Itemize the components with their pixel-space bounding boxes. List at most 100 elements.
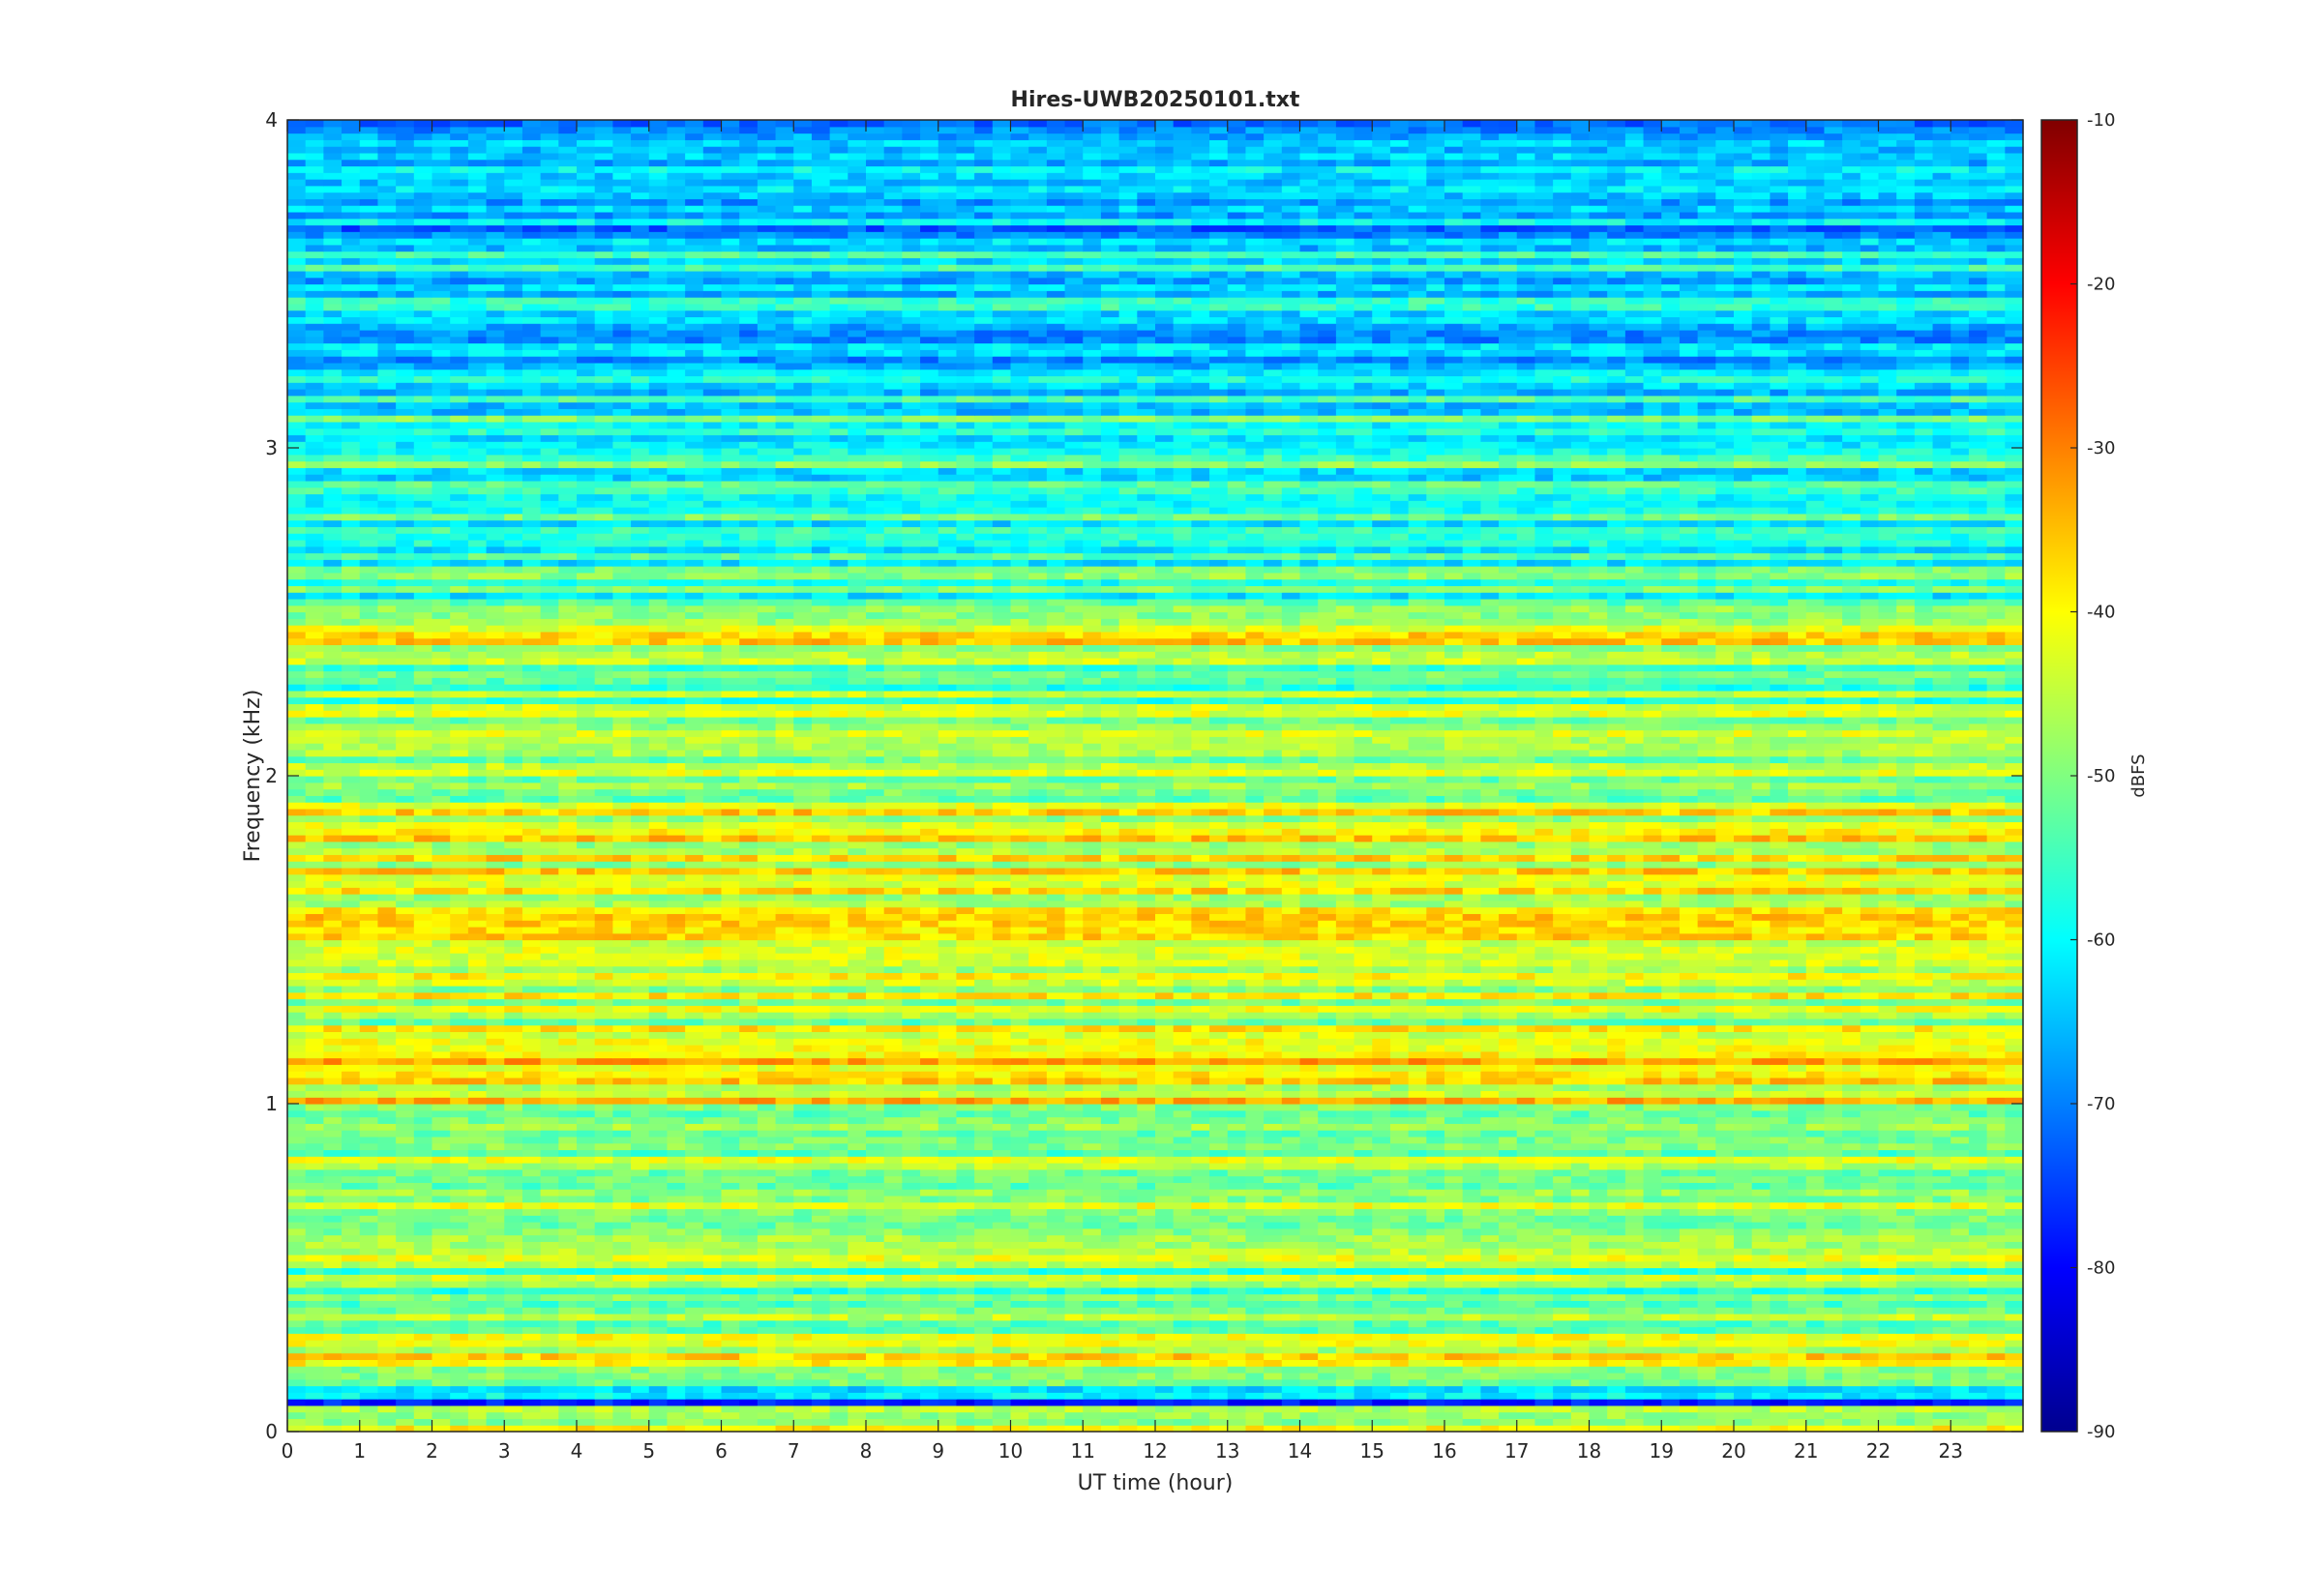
spectrogram-cell (1462, 1241, 1481, 1249)
spectrogram-cell (1570, 1168, 1591, 1177)
spectrogram-cell (829, 1307, 848, 1315)
spectrogram-cell (558, 1104, 578, 1111)
spectrogram-cell (1264, 1326, 1283, 1334)
spectrogram-cell (377, 1293, 397, 1301)
spectrogram-cell (1986, 1149, 2006, 1157)
spectrogram-cell (1100, 1208, 1120, 1216)
spectrogram-cell (521, 1097, 542, 1105)
spectrogram-cell (721, 1168, 740, 1177)
spectrogram-cell (1715, 1313, 1735, 1321)
spectrogram-cell (1118, 1274, 1138, 1282)
spectrogram-cell (1155, 1352, 1175, 1361)
spectrogram-cell (1553, 1116, 1572, 1124)
spectrogram-cell (685, 1425, 704, 1433)
spectrogram-cell (1100, 1168, 1120, 1177)
spectrogram-cell (1499, 1175, 1518, 1183)
spectrogram-cell (413, 1189, 433, 1197)
spectrogram-cell (467, 1359, 488, 1367)
spectrogram-cell (1734, 1208, 1753, 1216)
spectrogram-cell (1734, 1234, 1753, 1242)
spectrogram-cell (1444, 1326, 1464, 1334)
spectrogram-cell (1480, 1090, 1500, 1098)
spectrogram-cell (1950, 1326, 1970, 1334)
spectrogram-cell (1318, 1392, 1337, 1400)
spectrogram-cell (1137, 1241, 1156, 1249)
spectrogram-cell (648, 1168, 669, 1177)
spectrogram-cell (1661, 1241, 1681, 1249)
spectrogram-cell (920, 1267, 939, 1275)
spectrogram-cell (1661, 1307, 1681, 1315)
spectrogram-cell (1715, 1300, 1735, 1308)
spectrogram-cell (1878, 1372, 1897, 1380)
spectrogram-cell (1788, 1378, 1807, 1387)
spectrogram-cell (829, 1425, 848, 1433)
spectrogram-cell (1028, 1307, 1048, 1315)
spectrogram-cell (1137, 1234, 1156, 1242)
spectrogram-cell (1751, 1222, 1771, 1229)
spectrogram-cell (486, 1333, 505, 1341)
spectrogram-cell (739, 1104, 759, 1111)
spectrogram-cell (1281, 1399, 1301, 1406)
spectrogram-cell (1842, 1254, 1861, 1262)
spectrogram-cell (486, 1195, 505, 1203)
spectrogram-cell (956, 1425, 975, 1433)
spectrogram-cell (757, 1156, 777, 1164)
spectrogram-cell (793, 1392, 813, 1400)
spectrogram-cell (323, 1097, 342, 1105)
spectrogram-cell (1480, 1281, 1500, 1288)
spectrogram-cell (1209, 1104, 1229, 1111)
spectrogram-cell (829, 1399, 848, 1406)
spectrogram-cell (811, 1248, 831, 1256)
spectrogram-cell (413, 1359, 433, 1367)
spectrogram-cell (1643, 1142, 1662, 1151)
spectrogram-cell (848, 1293, 867, 1301)
spectrogram-cell (342, 1097, 361, 1105)
spectrogram-cell (1191, 1208, 1210, 1216)
spectrogram-cell (450, 1392, 469, 1400)
spectrogram-cell (1444, 1163, 1464, 1170)
spectrogram-cell (1281, 1175, 1301, 1183)
spectrogram-cell (702, 1136, 723, 1144)
spectrogram-cell (1805, 1227, 1826, 1236)
spectrogram-cell (1064, 1345, 1084, 1354)
spectrogram-cell (450, 1201, 469, 1210)
spectrogram-cell (1010, 1227, 1029, 1236)
spectrogram-cell (974, 1319, 994, 1328)
spectrogram-cell (450, 1425, 469, 1433)
spectrogram-cell (1824, 1281, 1843, 1288)
spectrogram-cell (1860, 1345, 1880, 1354)
spectrogram-cell (1245, 1366, 1265, 1374)
spectrogram-cell (1335, 1156, 1355, 1164)
spectrogram-cell (1083, 1123, 1102, 1131)
spectrogram-cell (467, 1286, 488, 1295)
spectrogram-cell (902, 1274, 921, 1282)
spectrogram-cell (1643, 1340, 1662, 1347)
spectrogram-cell (1751, 1254, 1771, 1262)
spectrogram-cell (377, 1372, 397, 1380)
spectrogram-cell (1137, 1267, 1156, 1275)
spectrogram-cell (1281, 1208, 1301, 1216)
spectrogram-cell (848, 1248, 867, 1256)
spectrogram-cell (305, 1345, 324, 1354)
spectrogram-cell (1679, 1385, 1699, 1393)
spectrogram-cell (359, 1281, 379, 1288)
spectrogram-cell (648, 1156, 669, 1164)
spectrogram-cell (1842, 1175, 1861, 1183)
spectrogram-cell (902, 1142, 921, 1151)
spectrogram-cell (1842, 1359, 1861, 1367)
spectrogram-cell (992, 1097, 1012, 1105)
spectrogram-cell (432, 1130, 451, 1138)
spectrogram-cell (793, 1163, 813, 1170)
spectrogram-cell (1950, 1142, 1970, 1151)
spectrogram-cell (1372, 1359, 1391, 1367)
spectrogram-cell (558, 1378, 578, 1387)
spectrogram-cell (685, 1352, 704, 1361)
spectrogram-cell (739, 1109, 759, 1118)
spectrogram-cell (2005, 1175, 2024, 1183)
spectrogram-cell (1516, 1123, 1536, 1131)
spectrogram-cell (1914, 1378, 1934, 1387)
spectrogram-cell (1661, 1319, 1681, 1328)
spectrogram-cell (432, 1378, 451, 1387)
spectrogram-cell (1770, 1163, 1789, 1170)
spectrogram-cell (1734, 1227, 1753, 1236)
